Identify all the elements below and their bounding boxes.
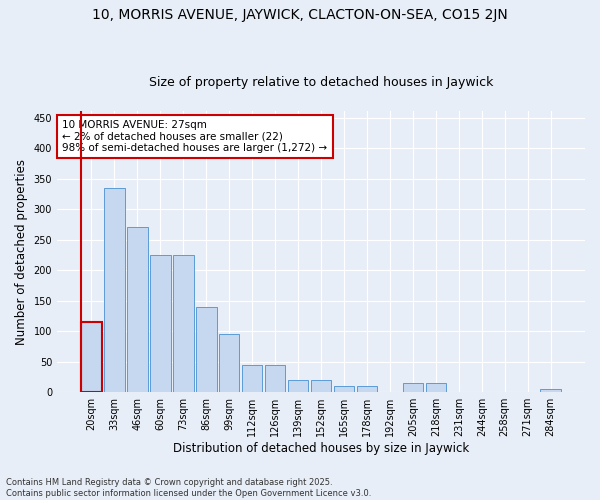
Bar (541, 389, 561, 392)
Bar (403, 383, 423, 392)
Text: 10, MORRIS AVENUE, JAYWICK, CLACTON-ON-SEA, CO15 2JN: 10, MORRIS AVENUE, JAYWICK, CLACTON-ON-S… (92, 8, 508, 22)
Bar (425, 383, 446, 392)
Bar (150, 255, 170, 392)
Bar (219, 334, 239, 392)
X-axis label: Distribution of detached houses by size in Jaywick: Distribution of detached houses by size … (173, 442, 469, 455)
Bar (196, 307, 217, 392)
Bar (81, 322, 102, 392)
Text: 10 MORRIS AVENUE: 27sqm
← 2% of detached houses are smaller (22)
98% of semi-det: 10 MORRIS AVENUE: 27sqm ← 2% of detached… (62, 120, 328, 153)
Title: Size of property relative to detached houses in Jaywick: Size of property relative to detached ho… (149, 76, 493, 90)
Y-axis label: Number of detached properties: Number of detached properties (15, 159, 28, 345)
Bar (173, 255, 194, 392)
Bar (288, 380, 308, 392)
Bar (265, 364, 286, 392)
Bar (356, 386, 377, 392)
Bar (311, 380, 331, 392)
Text: Contains HM Land Registry data © Crown copyright and database right 2025.
Contai: Contains HM Land Registry data © Crown c… (6, 478, 371, 498)
Bar (334, 386, 355, 392)
Bar (104, 188, 125, 392)
Bar (127, 228, 148, 392)
Bar (242, 364, 262, 392)
